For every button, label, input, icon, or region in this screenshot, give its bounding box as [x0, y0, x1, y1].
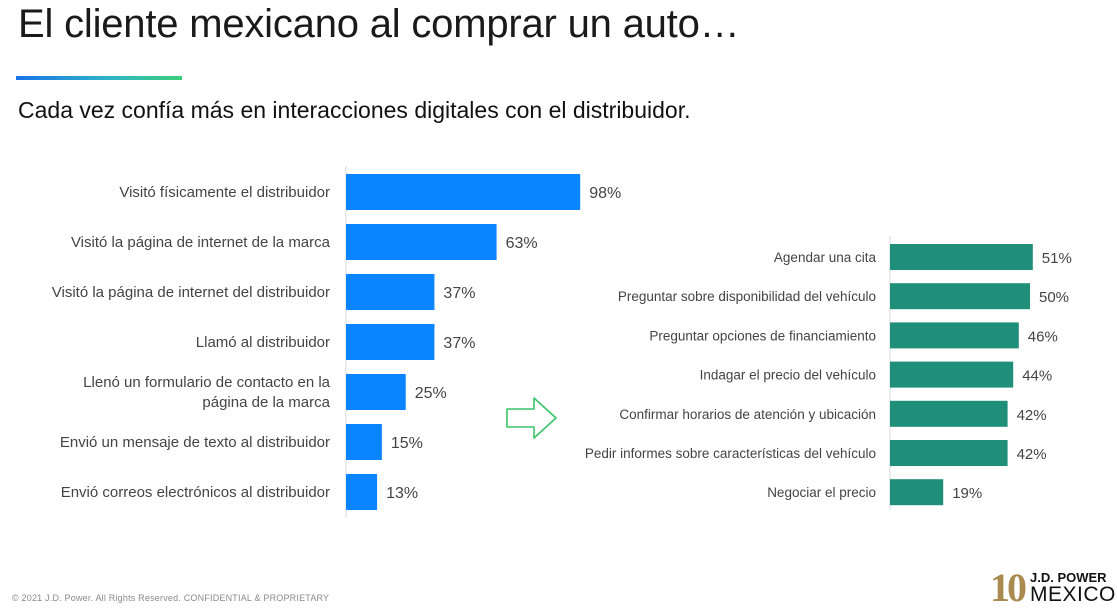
- right-category-label: Confirmar horarios de atención y ubicaci…: [619, 407, 876, 422]
- right-data-label: 44%: [1022, 368, 1052, 385]
- left-category-label: Visitó físicamente el distribuidor: [119, 184, 330, 201]
- left-bar: [346, 224, 497, 260]
- right-bar: [890, 400, 1008, 427]
- right-category-label: Preguntar sobre disponibilidad del vehíc…: [618, 289, 876, 304]
- right-data-label: 50%: [1039, 289, 1069, 306]
- right-data-label: 51%: [1042, 250, 1072, 267]
- left-category-label: Envió correos electrónicos al distribuid…: [61, 484, 330, 501]
- right-data-label: 42%: [1017, 446, 1047, 463]
- left-category-label: Envió un mensaje de texto al distribuido…: [60, 434, 330, 451]
- logo-anniversary-number: 10: [990, 565, 1027, 610]
- right-data-label: 19%: [952, 485, 982, 502]
- left-bar: [346, 474, 378, 510]
- left-data-label: 37%: [443, 335, 475, 352]
- right-category-label: Negociar el precio: [767, 485, 876, 500]
- left-bar: [346, 424, 382, 460]
- page-subtitle: Cada vez confía más en interacciones dig…: [18, 97, 691, 123]
- right-bar: [890, 440, 1008, 466]
- left-data-label: 13%: [386, 485, 418, 502]
- right-category-label: Agendar una cita: [774, 250, 877, 265]
- left-bar-chart: Visitó físicamente el distribuidor 98% Vis…: [52, 166, 621, 518]
- left-data-label: 15%: [391, 435, 423, 452]
- logo-country: MEXICO: [1030, 583, 1116, 606]
- right-bar: [890, 361, 1014, 388]
- right-bar-chart: Agendar una cita 51% Preguntar sobre dispo…: [585, 236, 1072, 510]
- right-data-label: 46%: [1028, 328, 1058, 345]
- left-data-label: 37%: [443, 285, 475, 302]
- right-category-label: Indagar el precio del vehículo: [700, 368, 876, 383]
- right-bar: [890, 479, 944, 506]
- left-category-label: Llenó un formulario de contacto en la pág…: [83, 374, 330, 411]
- left-data-label: 63%: [506, 235, 538, 252]
- left-category-label: Visitó la página de internet del distrib…: [52, 284, 330, 301]
- left-category-label: Llamó al distribuidor: [196, 334, 330, 351]
- page-title: El cliente mexicano al comprar un auto…: [18, 2, 740, 46]
- right-category-label: Pedir informes sobre características del…: [585, 446, 876, 461]
- left-bar: [346, 374, 406, 410]
- copyright-footer: © 2021 J.D. Power. All Rights Reserved. …: [12, 593, 330, 603]
- left-bar: [346, 274, 435, 310]
- logo-brand: J.D. POWER: [1030, 570, 1107, 585]
- left-data-label: 25%: [415, 385, 447, 402]
- right-data-label: 42%: [1017, 407, 1047, 424]
- left-bar: [346, 324, 435, 360]
- right-arrow-icon: [506, 397, 557, 439]
- right-bar: [890, 283, 1030, 310]
- left-data-label: 98%: [589, 185, 621, 202]
- right-bar: [890, 322, 1019, 349]
- left-category-label: Visitó la página de internet de la marca: [71, 234, 331, 251]
- right-category-label: Preguntar opciones de financiamiento: [649, 328, 876, 343]
- jd-power-logo: 10 J.D. POWER MEXICO: [990, 565, 1115, 610]
- right-bar: [890, 244, 1033, 270]
- title-underline: [16, 76, 182, 80]
- left-bar: [346, 174, 581, 210]
